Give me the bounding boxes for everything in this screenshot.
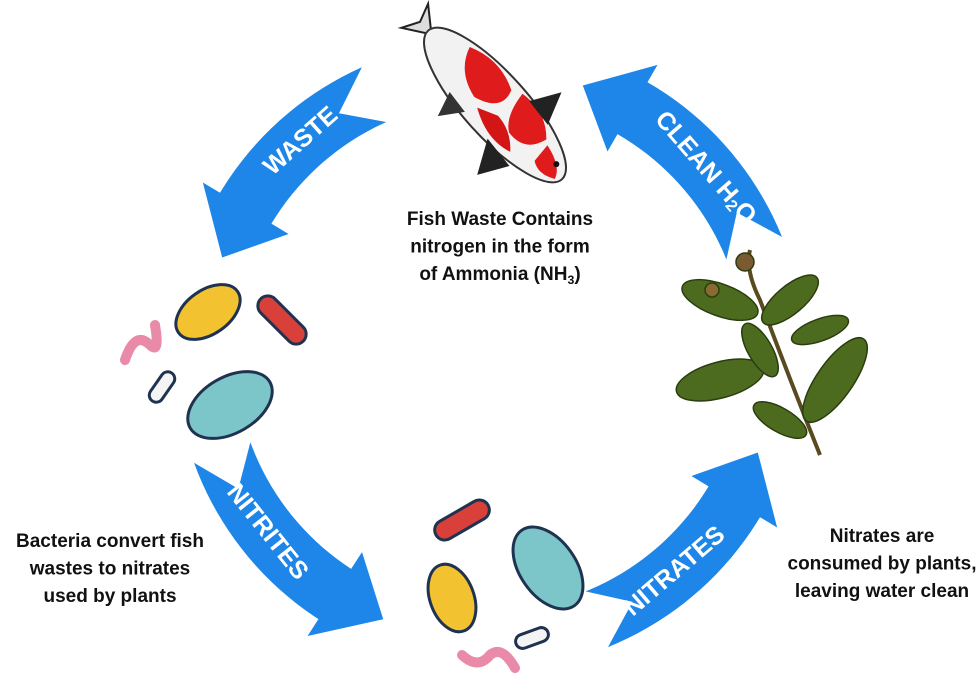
- bacteria-group: [120, 283, 585, 673]
- text-part: Bacteria convert fish: [16, 531, 204, 552]
- text-part: leaving water clean: [795, 581, 969, 602]
- caption-line: consumed by plants,: [788, 554, 977, 575]
- caption-line: nitrogen in the form: [410, 237, 589, 258]
- cycle-arrow: [582, 64, 783, 260]
- text-part: Nitrates are: [830, 526, 935, 547]
- text-part: ): [574, 264, 580, 285]
- cycle-arrow: [585, 452, 778, 648]
- cycle-arrow: [193, 442, 384, 636]
- caption-line: Bacteria convert fish: [16, 531, 204, 552]
- caption-line: Nitrates are: [830, 526, 935, 547]
- text-part: consumed by plants,: [788, 554, 977, 575]
- text-part: used by plants: [43, 586, 176, 607]
- text-part: wastes to nitrates: [29, 559, 191, 580]
- text-part: Fish Waste Contains: [407, 209, 593, 230]
- text-part: nitrogen in the form: [410, 237, 589, 258]
- text-part: of Ammonia (NH: [419, 264, 567, 285]
- cycle-arrow: [202, 67, 387, 258]
- plant: [675, 249, 868, 456]
- subscript: 3: [567, 273, 574, 287]
- caption-line: used by plants: [43, 586, 176, 607]
- koi-fish: [397, 0, 568, 184]
- caption-line: wastes to nitrates: [29, 559, 191, 580]
- captions: Fish Waste Contains nitrogen in the form o…: [16, 209, 976, 607]
- caption-line: Fish Waste Contains: [407, 209, 593, 230]
- caption-line: leaving water clean: [795, 581, 969, 602]
- caption-line: of Ammonia (NH3): [419, 264, 580, 287]
